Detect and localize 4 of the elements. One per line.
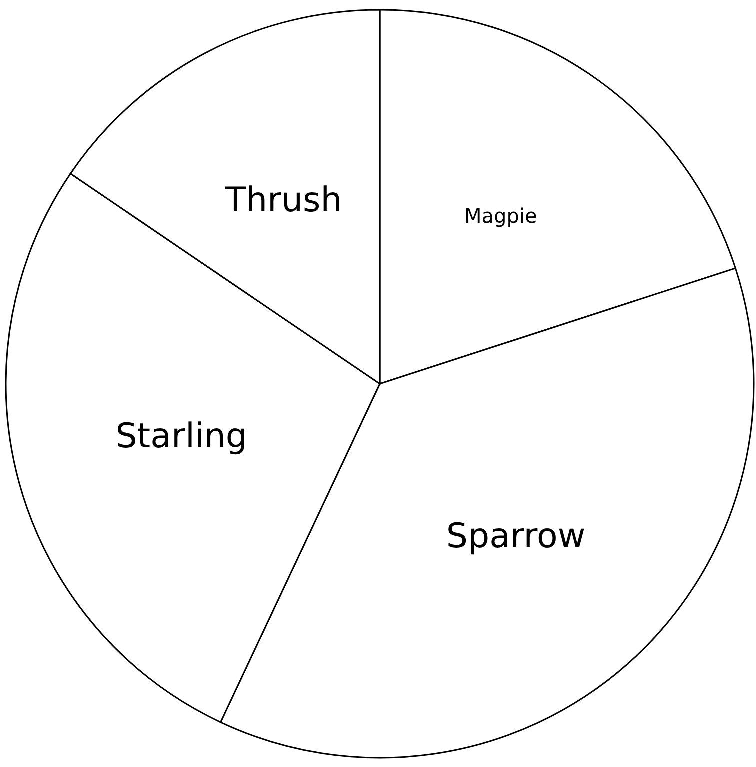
- slice-label: Starling: [116, 416, 248, 457]
- slice-label: Sparrow: [446, 516, 586, 557]
- slice-label: Thrush: [224, 180, 342, 221]
- slice-label: Magpie: [464, 204, 538, 228]
